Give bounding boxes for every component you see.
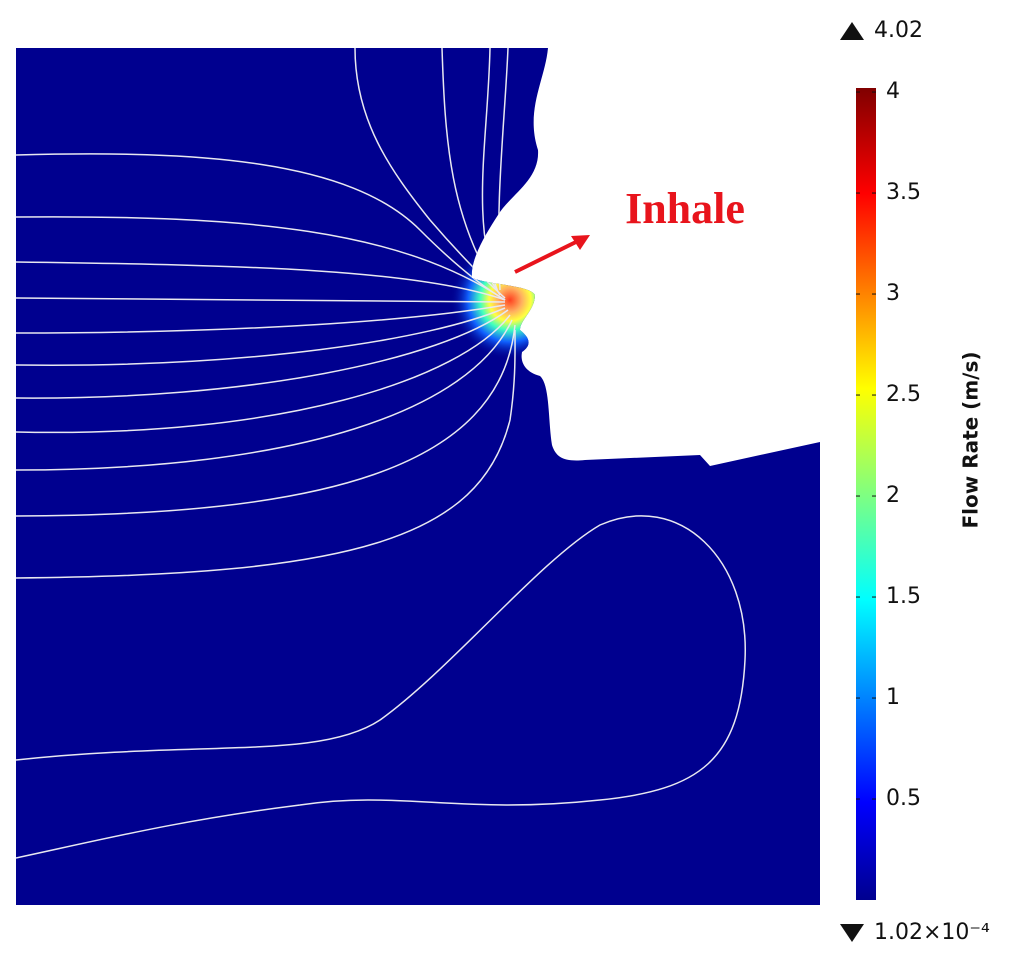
min-label: 1.02×10⁻⁴ bbox=[874, 920, 990, 945]
min-marker bbox=[840, 924, 864, 942]
hot-spot bbox=[420, 220, 580, 380]
arrow-head bbox=[571, 235, 590, 250]
tick-label: 2.5 bbox=[886, 382, 921, 407]
tick-label: 4 bbox=[886, 79, 900, 104]
tick-label: 3.5 bbox=[886, 180, 921, 205]
colorbar-title: Flow Rate (m/s) bbox=[959, 351, 983, 528]
max-marker bbox=[840, 22, 864, 40]
flow-field bbox=[16, 48, 820, 905]
tick-label: 2 bbox=[886, 483, 900, 508]
tick-label: 0.5 bbox=[886, 786, 921, 811]
tick-label: 1 bbox=[886, 685, 900, 710]
domain bbox=[16, 48, 820, 905]
annotation: Inhale bbox=[625, 184, 745, 233]
max-label: 4.02 bbox=[874, 18, 923, 43]
arrow bbox=[514, 238, 581, 274]
tick-label: 3 bbox=[886, 281, 900, 306]
colorbar bbox=[856, 88, 876, 900]
tick-label: 1.5 bbox=[886, 584, 921, 609]
